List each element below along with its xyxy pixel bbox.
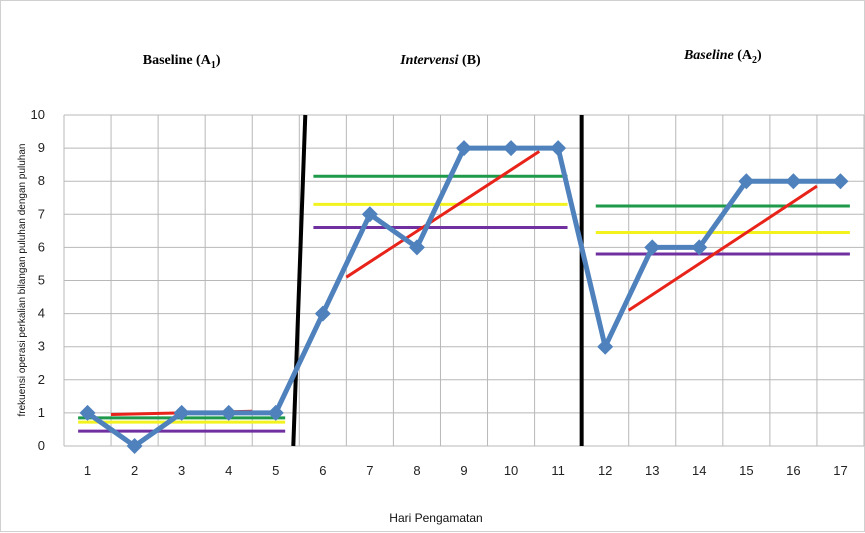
x-tick-label: 16 bbox=[786, 463, 800, 478]
data-point bbox=[738, 173, 755, 190]
data-point bbox=[644, 239, 661, 256]
y-tick-label: 9 bbox=[38, 140, 45, 155]
x-tick-label: 5 bbox=[272, 463, 279, 478]
x-axis-title: Hari Pengamatan bbox=[389, 511, 482, 525]
data-point bbox=[220, 404, 237, 421]
x-tick-label: 7 bbox=[366, 463, 373, 478]
y-tick-label: 5 bbox=[38, 273, 45, 288]
x-tick-label: 8 bbox=[413, 463, 420, 478]
y-tick-label: 0 bbox=[38, 438, 45, 453]
data-point bbox=[79, 404, 96, 421]
data-point bbox=[267, 404, 284, 421]
phase-title: Intervensi (B) bbox=[399, 53, 481, 68]
y-tick-label: 1 bbox=[38, 405, 45, 420]
x-tick-label: 17 bbox=[833, 463, 847, 478]
trend-line bbox=[627, 184, 818, 312]
data-point bbox=[785, 173, 802, 190]
data-point bbox=[173, 404, 190, 421]
data-point bbox=[361, 206, 378, 223]
series-layer bbox=[79, 140, 849, 454]
phase-title: Baseline (A2) bbox=[683, 48, 762, 66]
phase-title: Baseline (A1) bbox=[143, 53, 221, 71]
phase-dividers-layer bbox=[291, 114, 584, 447]
data-point bbox=[550, 140, 567, 157]
x-tick-label: 9 bbox=[460, 463, 467, 478]
phase-divider bbox=[291, 114, 308, 447]
data-point bbox=[314, 305, 331, 322]
series-line bbox=[86, 145, 841, 449]
y-tick-label: 7 bbox=[38, 206, 45, 221]
data-point bbox=[456, 140, 472, 157]
data-point bbox=[832, 173, 849, 190]
x-tick-label: 6 bbox=[319, 463, 326, 478]
x-tick-label: 10 bbox=[504, 463, 518, 478]
y-tick-label: 2 bbox=[38, 372, 45, 387]
y-tick-label: 3 bbox=[38, 339, 45, 354]
x-tick-label: 14 bbox=[692, 463, 706, 478]
data-point bbox=[691, 239, 708, 256]
data-point bbox=[408, 239, 425, 256]
y-tick-label: 4 bbox=[38, 306, 45, 321]
x-tick-label: 15 bbox=[739, 463, 753, 478]
y-axis-title: frekuensi operasi perkalian bilangan pul… bbox=[17, 144, 28, 417]
trend-line bbox=[345, 150, 541, 279]
x-tick-label: 3 bbox=[178, 463, 185, 478]
x-tick-label: 11 bbox=[551, 463, 565, 478]
data-point bbox=[503, 140, 520, 157]
grid-layer bbox=[63, 114, 865, 447]
x-tick-label: 1 bbox=[84, 463, 91, 478]
x-tick-label: 12 bbox=[598, 463, 612, 478]
y-tick-label: 6 bbox=[38, 239, 45, 254]
trend-lines-layer bbox=[111, 150, 818, 417]
x-tick-label: 2 bbox=[131, 463, 138, 478]
x-tick-label: 4 bbox=[225, 463, 232, 478]
data-point bbox=[597, 338, 614, 355]
x-tick-label: 13 bbox=[645, 463, 659, 478]
y-tick-label: 10 bbox=[31, 107, 45, 122]
y-tick-label: 8 bbox=[38, 173, 45, 188]
data-point bbox=[126, 438, 143, 454]
